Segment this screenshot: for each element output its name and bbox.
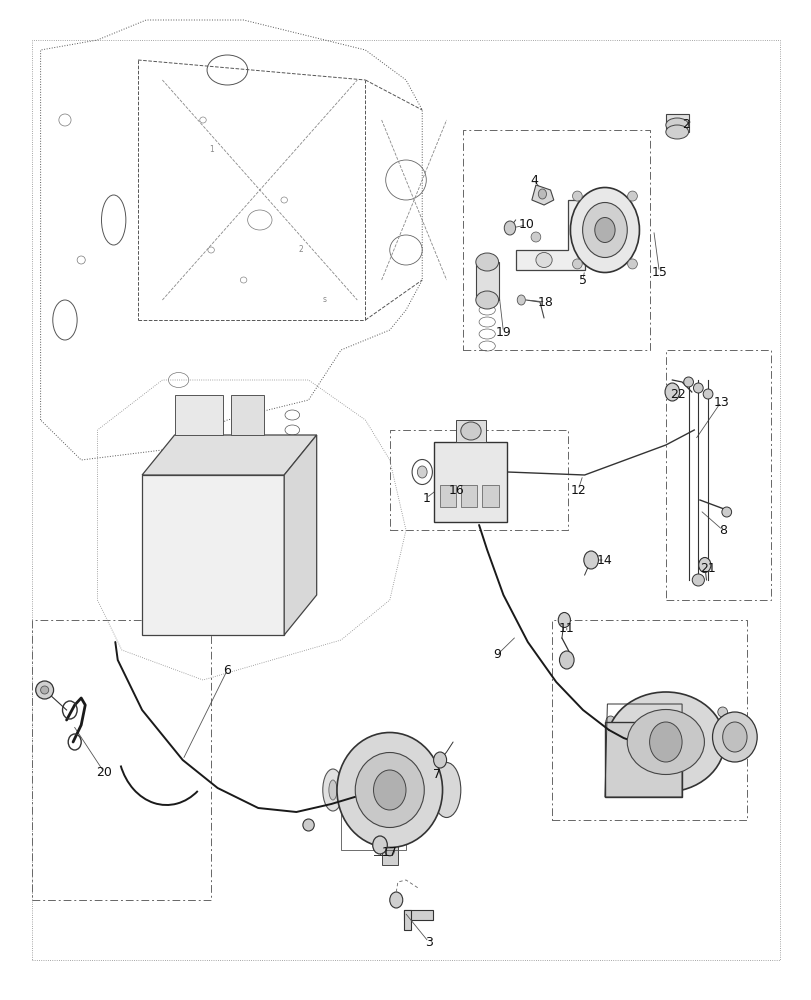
Ellipse shape <box>717 707 727 717</box>
Ellipse shape <box>303 819 314 831</box>
Text: 7: 7 <box>432 768 440 782</box>
Ellipse shape <box>41 686 49 694</box>
Ellipse shape <box>417 466 427 478</box>
Text: 4: 4 <box>530 174 538 186</box>
Ellipse shape <box>504 221 515 235</box>
Ellipse shape <box>665 125 688 139</box>
Ellipse shape <box>569 188 639 272</box>
Bar <box>482 485 498 507</box>
Ellipse shape <box>328 780 337 800</box>
Text: 1: 1 <box>208 145 213 154</box>
Text: 8: 8 <box>718 524 726 536</box>
Text: 15: 15 <box>650 265 667 278</box>
Ellipse shape <box>475 253 498 271</box>
Ellipse shape <box>36 681 54 699</box>
Text: 2: 2 <box>298 245 303 254</box>
Bar <box>604 722 681 797</box>
Bar <box>381 835 397 865</box>
Ellipse shape <box>721 507 731 517</box>
Ellipse shape <box>594 218 615 242</box>
Polygon shape <box>142 435 316 475</box>
Bar <box>341 810 406 850</box>
Bar <box>475 262 498 300</box>
Text: 19: 19 <box>495 326 511 338</box>
Ellipse shape <box>711 712 756 762</box>
Ellipse shape <box>538 189 546 199</box>
Text: 16: 16 <box>448 484 464 496</box>
Text: 3: 3 <box>424 936 432 948</box>
Ellipse shape <box>460 422 480 440</box>
Ellipse shape <box>384 844 394 856</box>
Ellipse shape <box>431 762 461 818</box>
Bar <box>461 485 477 507</box>
Text: 10: 10 <box>517 219 534 232</box>
Text: 1: 1 <box>422 491 430 504</box>
Ellipse shape <box>322 769 342 811</box>
Ellipse shape <box>557 612 569 628</box>
Ellipse shape <box>605 716 615 728</box>
Text: 14: 14 <box>596 554 612 566</box>
Ellipse shape <box>559 651 573 669</box>
Text: 5: 5 <box>578 273 586 286</box>
Ellipse shape <box>626 710 703 774</box>
Ellipse shape <box>373 770 406 810</box>
Text: 2: 2 <box>681 118 689 131</box>
Ellipse shape <box>572 259 581 269</box>
Polygon shape <box>531 185 553 205</box>
Ellipse shape <box>572 191 581 201</box>
Bar <box>440 485 456 507</box>
Ellipse shape <box>741 719 751 729</box>
Ellipse shape <box>434 465 442 475</box>
Bar <box>456 420 485 442</box>
Ellipse shape <box>627 259 637 269</box>
Bar <box>665 114 688 132</box>
Bar <box>434 442 507 522</box>
Ellipse shape <box>530 232 540 242</box>
Ellipse shape <box>722 722 746 752</box>
Text: 9: 9 <box>492 648 500 662</box>
Ellipse shape <box>683 377 693 387</box>
Text: 13: 13 <box>712 395 728 408</box>
Ellipse shape <box>664 383 679 401</box>
Bar <box>231 395 264 435</box>
Text: 12: 12 <box>569 484 586 496</box>
Ellipse shape <box>606 692 723 792</box>
Bar <box>142 475 284 635</box>
Ellipse shape <box>581 202 626 257</box>
Text: 17: 17 <box>381 846 397 858</box>
Bar <box>404 910 410 930</box>
Ellipse shape <box>517 295 525 305</box>
Ellipse shape <box>389 892 402 908</box>
Ellipse shape <box>354 752 423 828</box>
Bar <box>404 910 432 920</box>
Ellipse shape <box>605 776 615 788</box>
Ellipse shape <box>475 291 498 309</box>
Polygon shape <box>515 200 584 270</box>
Ellipse shape <box>583 551 598 569</box>
Text: 11: 11 <box>558 621 574 635</box>
Ellipse shape <box>535 252 551 267</box>
Ellipse shape <box>374 784 385 796</box>
Text: s: s <box>323 296 326 304</box>
Text: 22: 22 <box>669 388 685 401</box>
Text: 21: 21 <box>699 562 715 574</box>
Ellipse shape <box>627 191 637 201</box>
Ellipse shape <box>691 574 703 586</box>
Text: 6: 6 <box>223 664 231 676</box>
Text: 18: 18 <box>537 296 553 308</box>
Ellipse shape <box>665 118 688 132</box>
Ellipse shape <box>702 389 712 399</box>
Ellipse shape <box>499 465 507 475</box>
Bar <box>174 395 223 435</box>
Text: 20: 20 <box>96 766 112 778</box>
Ellipse shape <box>433 752 446 768</box>
Polygon shape <box>284 435 316 635</box>
Ellipse shape <box>649 722 681 762</box>
Ellipse shape <box>337 732 442 848</box>
Ellipse shape <box>697 558 710 572</box>
Ellipse shape <box>372 836 387 854</box>
Ellipse shape <box>693 383 702 393</box>
